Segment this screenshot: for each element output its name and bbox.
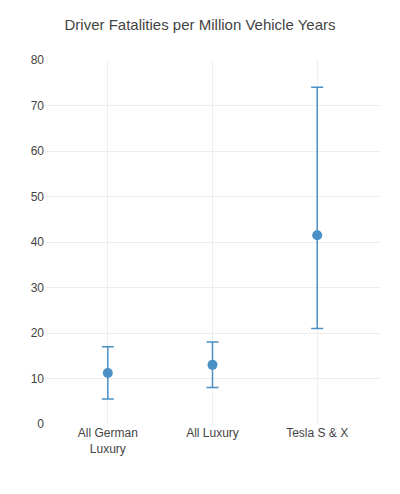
svg-text:20: 20 (31, 326, 45, 340)
svg-text:10: 10 (31, 372, 45, 386)
svg-text:All Luxury: All Luxury (186, 426, 239, 440)
svg-text:0: 0 (37, 417, 44, 431)
svg-text:30: 30 (31, 281, 45, 295)
svg-text:Driver Fatalities per Million: Driver Fatalities per Million Vehicle Ye… (65, 16, 336, 33)
svg-text:Tesla S & X: Tesla S & X (286, 426, 348, 440)
svg-text:40: 40 (31, 235, 45, 249)
svg-text:70: 70 (31, 99, 45, 113)
svg-text:80: 80 (31, 53, 45, 67)
svg-text:50: 50 (31, 190, 45, 204)
svg-text:All GermanLuxury: All GermanLuxury (78, 426, 138, 456)
svg-text:60: 60 (31, 144, 45, 158)
